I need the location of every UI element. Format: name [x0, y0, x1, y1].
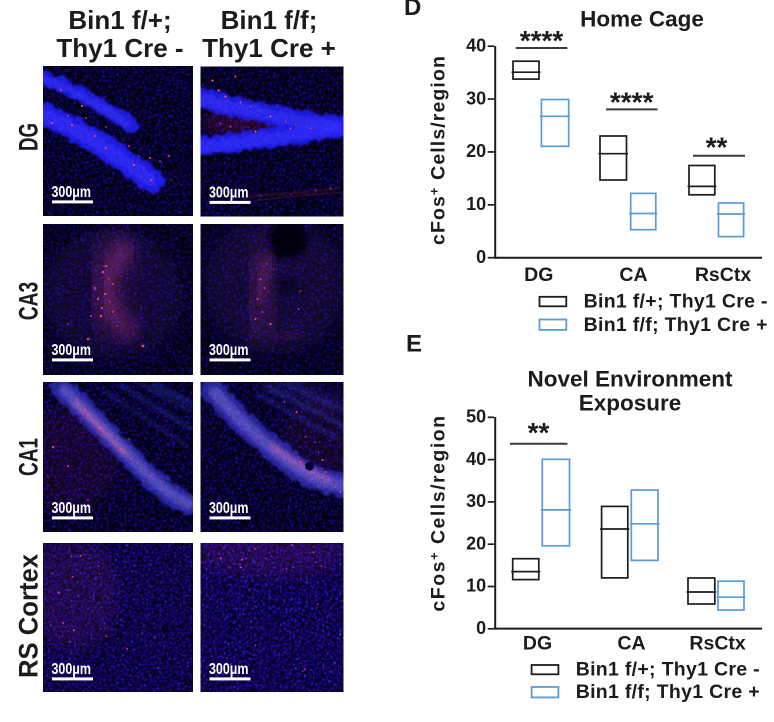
svg-text:Bin1 f/+; Thy1 Cre -: Bin1 f/+; Thy1 Cre -	[584, 291, 768, 313]
svg-text:Bin1 f/+; Thy1 Cre -: Bin1 f/+; Thy1 Cre -	[576, 659, 760, 681]
svg-text:Bin1 f/f; Thy1 Cre +: Bin1 f/f; Thy1 Cre +	[576, 681, 760, 703]
svg-text:cFos+ Cells/region: cFos+ Cells/region	[427, 55, 450, 245]
svg-text:40: 40	[466, 35, 486, 55]
svg-text:D: D	[404, 0, 421, 21]
svg-text:20: 20	[466, 533, 486, 553]
svg-text:10: 10	[466, 576, 486, 596]
svg-text:E: E	[406, 331, 422, 358]
svg-text:CA: CA	[619, 264, 647, 286]
svg-text:CA1: CA1	[14, 438, 44, 476]
svg-text:20: 20	[466, 141, 486, 161]
svg-text:40: 40	[466, 449, 486, 469]
svg-text:300μm: 300μm	[209, 185, 249, 202]
svg-text:Thy1 Cre -: Thy1 Cre -	[56, 33, 183, 63]
svg-text:RsCtx: RsCtx	[695, 264, 752, 286]
svg-text:CA3: CA3	[14, 282, 44, 321]
svg-text:Exposure: Exposure	[579, 390, 682, 415]
svg-text:Novel Environment: Novel Environment	[527, 366, 733, 391]
svg-text:****: ****	[610, 86, 654, 117]
svg-text:300μm: 300μm	[52, 661, 92, 678]
svg-text:300μm: 300μm	[209, 342, 249, 359]
svg-text:300μm: 300μm	[52, 500, 92, 517]
svg-text:Bin1 f/f; Thy1 Cre +: Bin1 f/f; Thy1 Cre +	[584, 314, 768, 336]
svg-text:300μm: 300μm	[209, 500, 249, 517]
svg-text:cFos+ Cells/region: cFos+ Cells/region	[427, 414, 450, 611]
svg-text:**: **	[528, 417, 550, 448]
svg-text:DG: DG	[14, 123, 44, 151]
svg-text:30: 30	[466, 88, 486, 108]
svg-text:0: 0	[476, 618, 486, 638]
svg-text:Bin1 f/+;: Bin1 f/+;	[68, 5, 171, 35]
svg-text:Home Cage: Home Cage	[580, 7, 704, 32]
svg-text:DG: DG	[523, 633, 552, 655]
svg-text:10: 10	[466, 194, 486, 214]
svg-text:300μm: 300μm	[209, 661, 249, 678]
svg-text:**: **	[706, 131, 728, 162]
svg-text:0: 0	[476, 247, 486, 267]
svg-text:30: 30	[466, 491, 486, 511]
svg-text:CA: CA	[617, 633, 645, 655]
svg-text:Thy1 Cre +: Thy1 Cre +	[202, 33, 336, 63]
svg-text:DG: DG	[524, 264, 553, 286]
svg-text:****: ****	[520, 25, 564, 56]
svg-text:300μm: 300μm	[52, 184, 92, 201]
svg-text:RS Cortex: RS Cortex	[14, 554, 44, 678]
svg-text:300μm: 300μm	[52, 342, 92, 359]
svg-text:RsCtx: RsCtx	[689, 633, 746, 655]
svg-text:50: 50	[466, 407, 486, 427]
svg-text:Bin1 f/f;: Bin1 f/f;	[221, 5, 318, 35]
